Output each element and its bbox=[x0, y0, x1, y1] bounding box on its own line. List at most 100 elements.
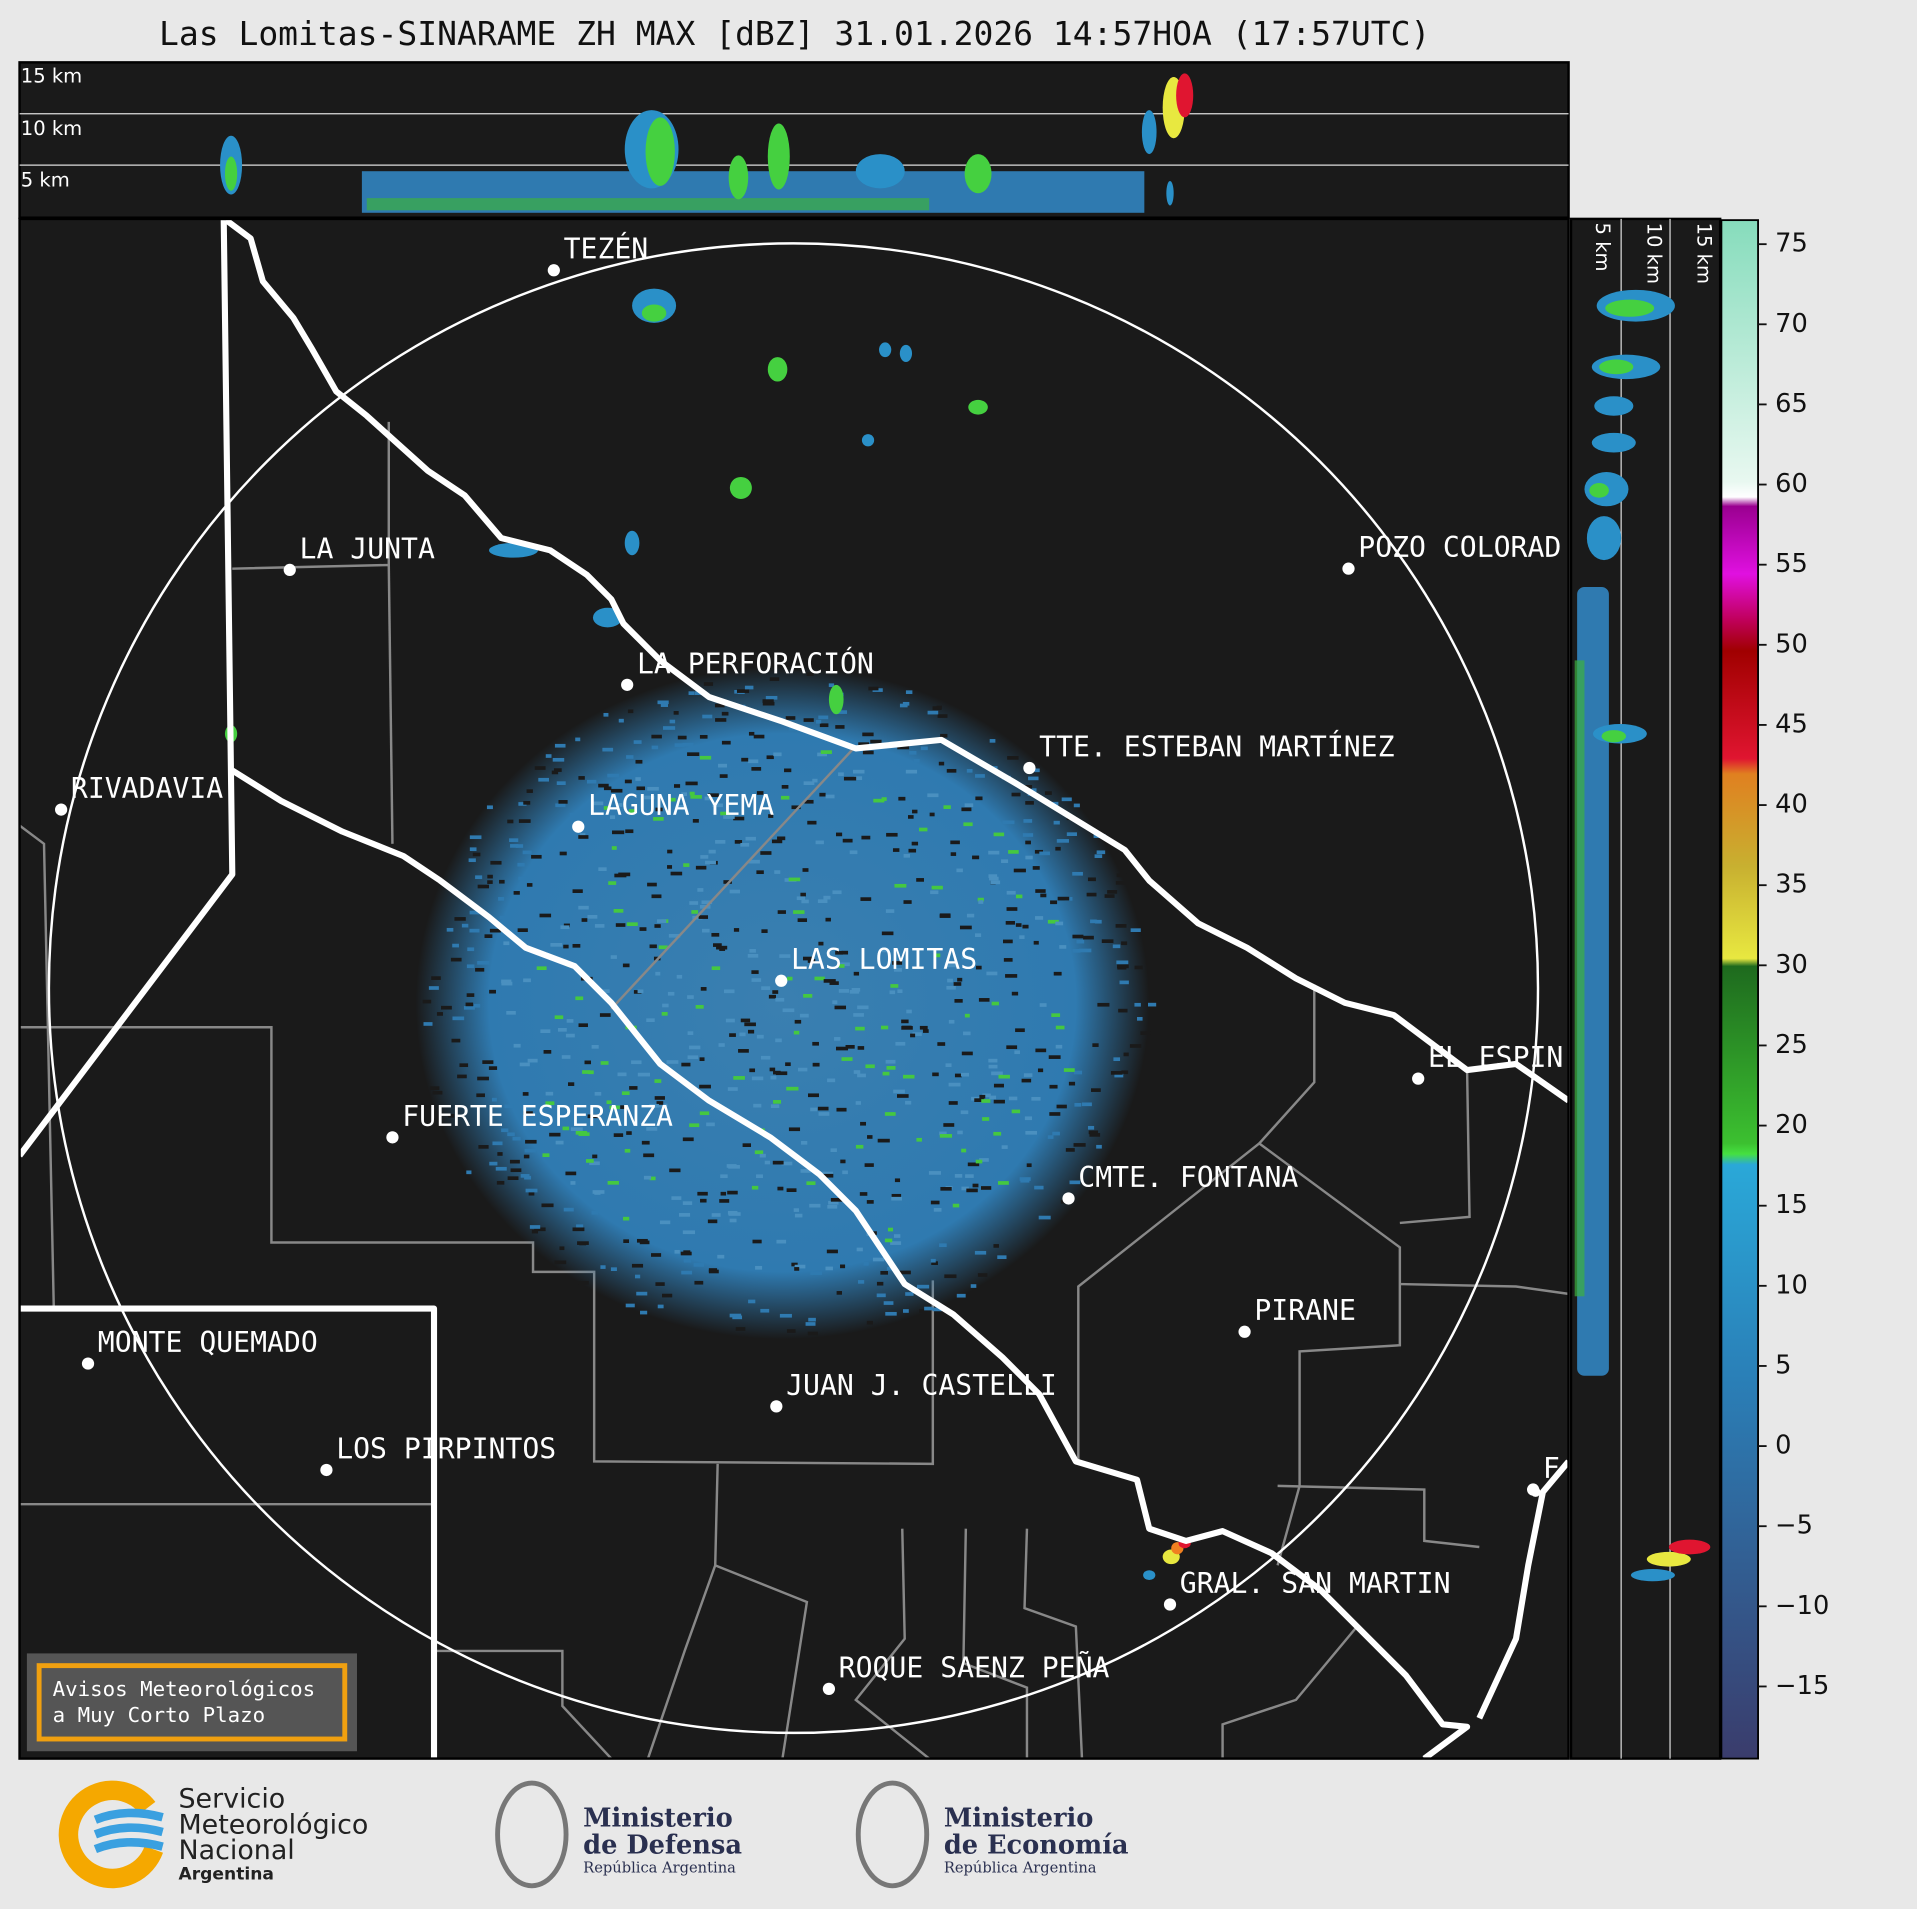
echo-pixel bbox=[894, 883, 907, 888]
echo-pixel bbox=[1047, 919, 1059, 924]
echo-pixel bbox=[890, 984, 899, 988]
tick-label: 25 bbox=[1775, 1030, 1808, 1060]
echo-pixel bbox=[575, 996, 584, 1001]
echo-pixel bbox=[735, 1327, 746, 1331]
department-line bbox=[1077, 1142, 1261, 1462]
echo-pixel bbox=[906, 1009, 912, 1014]
place-dot bbox=[822, 1682, 836, 1695]
place-label: ROQUE SAENZ PEÑA bbox=[839, 1650, 1110, 1684]
map-frame bbox=[18, 217, 1570, 1760]
echo-pixel bbox=[575, 1130, 588, 1135]
echo-pixel bbox=[1147, 1002, 1157, 1007]
echo-pixel bbox=[422, 999, 432, 1004]
echo-pixel bbox=[788, 877, 801, 882]
echo-pixel bbox=[825, 917, 831, 922]
echo-pixel bbox=[1039, 1003, 1047, 1007]
echo-pixel bbox=[670, 871, 683, 876]
echo-pixel bbox=[1011, 991, 1019, 996]
echo-pixel bbox=[499, 879, 505, 884]
echo-pixel bbox=[972, 1183, 979, 1188]
echo-pixel bbox=[721, 711, 729, 716]
echo-pixel bbox=[819, 792, 826, 797]
echo-pixel bbox=[1094, 854, 1103, 859]
echo-pixel bbox=[908, 848, 917, 853]
echo-pixel bbox=[1104, 894, 1115, 898]
echo-pixel bbox=[518, 802, 527, 806]
echo-pixel bbox=[920, 746, 928, 751]
echo-pixel bbox=[519, 1062, 530, 1067]
notice-panel bbox=[26, 1653, 357, 1752]
echo-pixel bbox=[1034, 1185, 1044, 1190]
echo-pixel bbox=[1050, 900, 1058, 905]
echo-pixel bbox=[855, 1144, 864, 1149]
echo-pixel bbox=[753, 1103, 762, 1108]
notice-text: Avisos Meteorológicos bbox=[53, 1677, 316, 1701]
echo-pixel bbox=[729, 889, 740, 894]
department-line bbox=[387, 564, 394, 844]
echo-pixel bbox=[689, 901, 699, 905]
echo-pixel bbox=[727, 1190, 738, 1195]
echo-pixel bbox=[924, 1306, 933, 1311]
echo-pixel bbox=[695, 1005, 704, 1009]
echo-pixel bbox=[1116, 960, 1129, 965]
echo bbox=[1166, 180, 1174, 206]
echo-pixel bbox=[894, 1178, 901, 1183]
right-profile-echoes bbox=[1574, 289, 1711, 1582]
echo-pixel bbox=[738, 1049, 749, 1053]
echo-pixel bbox=[447, 1113, 455, 1118]
echo-pixel bbox=[1081, 1102, 1092, 1107]
echo-pixel bbox=[910, 1033, 916, 1038]
echo-pixel bbox=[835, 725, 845, 729]
echo-pixel bbox=[543, 1050, 552, 1054]
place-label: LAGUNA YEMA bbox=[588, 789, 774, 822]
echo-pixel bbox=[558, 800, 568, 804]
echo-pixel bbox=[680, 1251, 692, 1256]
echo-pixel bbox=[756, 791, 764, 795]
echo-pixel bbox=[655, 971, 661, 976]
department-line bbox=[19, 1026, 935, 1466]
place-dot bbox=[775, 974, 788, 987]
echo-pixel bbox=[552, 757, 565, 762]
echo-pixel bbox=[570, 1127, 583, 1131]
echo-pixel bbox=[1026, 1163, 1032, 1168]
echo-pixel bbox=[756, 1034, 764, 1039]
echo-pixel bbox=[628, 809, 637, 813]
echo-pixel bbox=[512, 1136, 521, 1141]
echo-pixel bbox=[682, 742, 694, 747]
map-layers: TEZÉN LA JUNTA POZO COLORAD LA PERFORACIÓN T… bbox=[19, 218, 1569, 1759]
echo-pixel bbox=[884, 1238, 893, 1243]
echo-pixel bbox=[700, 1198, 707, 1203]
river-border bbox=[230, 767, 1471, 1759]
echo-pixel bbox=[835, 950, 843, 955]
echo-pixel bbox=[827, 1078, 836, 1083]
echo-pixel bbox=[989, 1095, 997, 1100]
echo-pixel bbox=[898, 796, 906, 801]
echo-pixel bbox=[649, 1176, 656, 1181]
echo-pixel bbox=[584, 1060, 592, 1065]
tick-label: 45 bbox=[1775, 709, 1808, 739]
echo-pixel bbox=[1049, 1112, 1061, 1116]
echo-pixel bbox=[854, 776, 863, 780]
echo-pixel bbox=[845, 1044, 855, 1049]
echo-pixel bbox=[803, 718, 814, 722]
echo-pixel bbox=[697, 1191, 708, 1196]
echo-pixel bbox=[598, 867, 607, 871]
echo-pixel bbox=[715, 718, 727, 722]
echo-pixel bbox=[466, 1170, 472, 1175]
echo-pixel bbox=[779, 1313, 792, 1318]
place-label: RIVADAVIA bbox=[71, 772, 223, 805]
footer-text: Ministerio bbox=[583, 1804, 733, 1834]
echo-pixel bbox=[908, 815, 914, 819]
echo-pixel bbox=[1057, 896, 1070, 901]
echo-pixel bbox=[803, 994, 813, 998]
echo-pixel bbox=[598, 783, 609, 788]
echo-pixel bbox=[881, 948, 888, 953]
echo-pixel bbox=[1096, 850, 1106, 855]
echo-pixel bbox=[715, 840, 726, 844]
echo-pixel bbox=[423, 1022, 433, 1026]
place-dot bbox=[572, 820, 585, 833]
echo-pixel bbox=[594, 1091, 602, 1096]
echo-pixel bbox=[576, 1224, 584, 1229]
echo-pixel bbox=[978, 998, 990, 1002]
echo-pixel bbox=[1056, 839, 1069, 843]
